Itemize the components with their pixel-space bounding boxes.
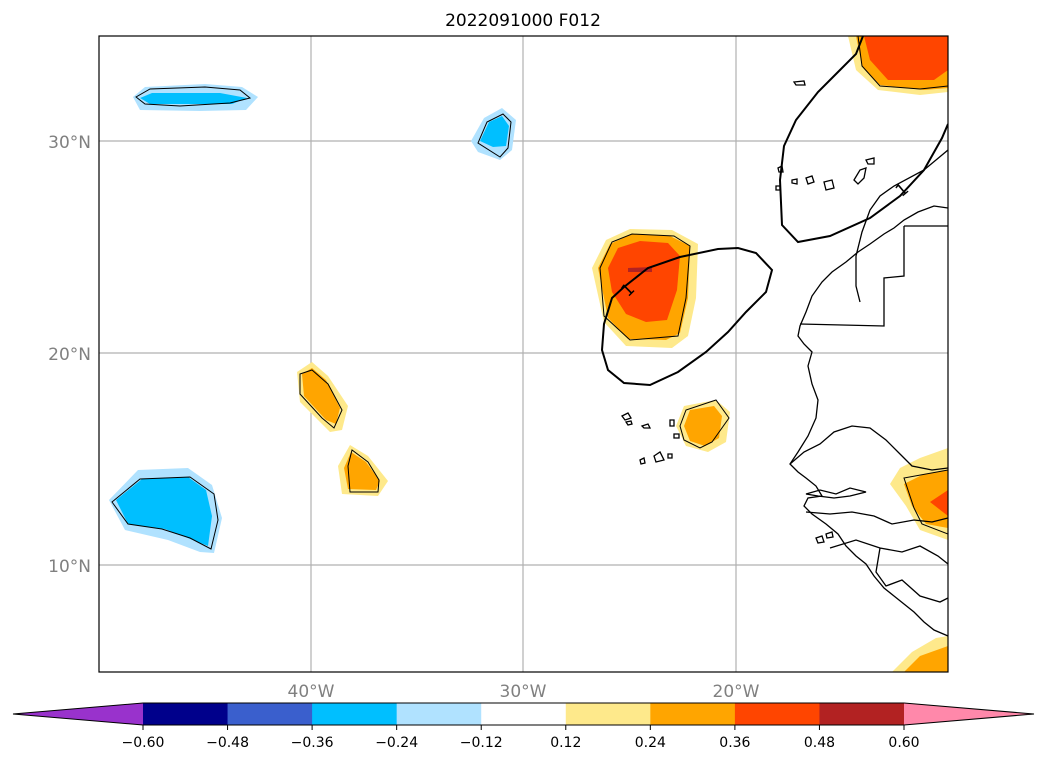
anomaly-blob-pos-4-outline — [679, 399, 730, 449]
colorbar-segment — [734, 703, 820, 725]
canary-island-8 — [775, 185, 781, 191]
anomaly-blob-neg-2-outline — [477, 113, 512, 158]
anomaly-blob-pos-2-outline — [299, 369, 343, 429]
bissagos-islands — [815, 531, 834, 544]
border-senegal-south — [805, 511, 948, 525]
cape-verde-island-2 — [624, 420, 633, 426]
border-senegal-mauritania — [789, 425, 948, 471]
colorbar-segment — [650, 703, 736, 725]
lat-axis-labels: 30°N 20°N 10°N — [48, 133, 91, 577]
anomaly-blob-pos-3-core — [344, 452, 380, 490]
canary-island-1 — [792, 80, 806, 86]
cape-verde-island-5 — [673, 433, 680, 439]
map-plot-area: 1 1 — [98, 35, 949, 673]
canary-island-2 — [777, 165, 784, 173]
anomaly-blob-pos-4-core — [684, 406, 722, 446]
border-morocco — [855, 149, 948, 303]
gridlines — [99, 36, 948, 672]
colorbar-tick-label: 0.12 — [550, 735, 581, 751]
cape-verde-island-7 — [653, 451, 665, 463]
anomaly-blob-pos-1-outline — [599, 233, 691, 341]
lon-axis-labels: 40°W 30°W 20°W — [288, 682, 760, 702]
anomaly-blob-neg-3-outline — [111, 476, 219, 550]
anomaly-blob-pos-6-mid — [904, 470, 948, 528]
border-guinea — [829, 539, 948, 603]
colorbar-tick-label: −0.48 — [206, 735, 249, 751]
colorbar-segment — [143, 703, 229, 725]
canary-island-3 — [791, 178, 798, 185]
canary-island-7 — [865, 157, 875, 165]
anomaly-blob-pos-5-outline — [857, 36, 948, 90]
cape-verde-island-4 — [669, 419, 675, 427]
contour-line-1-ellipse — [600, 246, 774, 387]
anomaly-blob-pos-6-outline — [903, 469, 948, 535]
border-western-sahara — [799, 225, 948, 327]
border-gambia — [805, 487, 867, 499]
colorbar: −0.60 −0.48 −0.36 −0.24 −0.12 0.12 0.24 0.36 0.4… — [12, 702, 1035, 751]
lat-label-20n: 20°N — [48, 345, 91, 365]
colorbar-segment — [227, 703, 313, 725]
colorbar-tick-label: −0.60 — [122, 735, 165, 751]
lat-label-10n: 10°N — [48, 557, 91, 577]
colorbar-tick-label: −0.12 — [460, 735, 503, 751]
colorbar-tick-label: 0.60 — [888, 735, 919, 751]
lon-label-40w: 40°W — [288, 682, 335, 702]
coastlines — [621, 80, 948, 637]
colorbar-segment — [481, 703, 567, 725]
colorbar-tick-label: 0.24 — [635, 735, 666, 751]
anomaly-blob-pos-6-core — [930, 490, 948, 516]
anomaly-blob-pos-7-core — [904, 646, 948, 672]
anomaly-blob-pos-3-outline — [347, 449, 380, 493]
positive-anomaly-regions — [297, 36, 948, 672]
anomaly-blob-neg-1-core — [140, 93, 247, 104]
colorbar-extend-max — [904, 703, 1034, 725]
colorbar-segment — [819, 703, 905, 725]
colorbar-tick-label: 0.36 — [719, 735, 750, 751]
canary-island-6 — [853, 167, 867, 185]
contour-line-1-north — [778, 36, 948, 244]
colorbar-segment — [312, 703, 398, 725]
anomaly-blob-pos-2-core — [302, 368, 340, 424]
anomaly-blob-neg-1-outline — [135, 86, 252, 107]
cape-verde-island-3 — [640, 423, 652, 429]
lon-label-20w: 20°W — [713, 682, 760, 702]
anomaly-blob-neg-2-core — [480, 116, 509, 147]
colorbar-segment — [396, 703, 482, 725]
colorbar-tick-label: −0.36 — [291, 735, 334, 751]
lat-label-30n: 30°N — [48, 133, 91, 153]
anomaly-blob-neg-3-core — [116, 477, 212, 546]
map-title: 2022091000 F012 — [445, 11, 601, 31]
canary-island-4 — [805, 175, 815, 185]
colorbar-tick-label: 0.48 — [804, 735, 835, 751]
colorbar-segment — [565, 703, 651, 725]
anomaly-blob-pos-5-core — [864, 36, 948, 80]
contour-lines — [600, 36, 948, 387]
lon-label-30w: 30°W — [500, 682, 547, 702]
cape-verde-island-6 — [639, 457, 646, 465]
cape-verde-island-1 — [621, 412, 632, 421]
colorbar-tick-label: −0.24 — [375, 735, 418, 751]
canary-island-5 — [823, 179, 835, 191]
anomaly-blob-pos-1-core — [608, 241, 680, 322]
colorbar-extend-min — [13, 703, 143, 725]
map-frame — [98, 35, 949, 673]
negative-anomaly-regions — [109, 84, 516, 553]
cape-verde-island-8 — [667, 453, 673, 459]
